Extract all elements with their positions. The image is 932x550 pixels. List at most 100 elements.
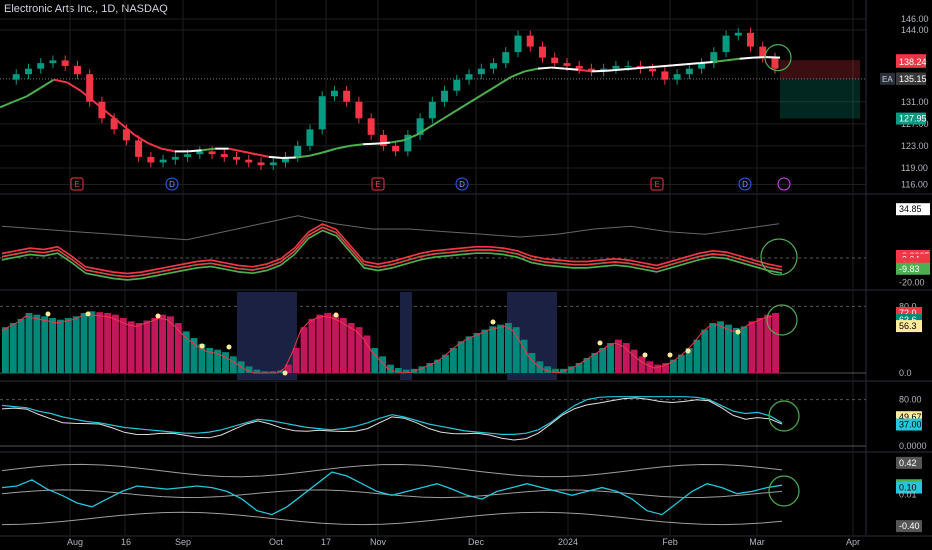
oscillator-tick-label: 0.0000 (899, 441, 927, 451)
histogram-bar (57, 319, 64, 373)
candle-body (685, 68, 693, 75)
histogram-bar (544, 366, 552, 373)
histogram-bar (379, 356, 387, 373)
histogram-bar (214, 349, 222, 373)
histogram-bar (402, 369, 410, 373)
histogram-bar (449, 348, 457, 373)
price-label: 138.24 (899, 57, 927, 67)
histogram-bar (277, 370, 284, 373)
moving-average-segment (429, 117, 445, 128)
signal-dot (667, 352, 673, 358)
candle-body (661, 71, 669, 80)
earnings-marker (70, 177, 84, 191)
moving-average-segment (295, 154, 310, 159)
moving-average-segment (161, 147, 176, 153)
dividend-marker (455, 177, 469, 191)
histogram-bar (355, 327, 363, 373)
histogram-bar (426, 363, 434, 373)
candle-body (98, 101, 106, 119)
histogram-bar (88, 311, 96, 373)
moving-average-segment (336, 144, 350, 150)
signal-line (1, 314, 773, 374)
signal-dot (85, 311, 91, 317)
signal-dot (333, 312, 339, 318)
histogram-bar (701, 329, 709, 373)
indicator-label-box (896, 203, 930, 216)
moving-average-segment (53, 78, 68, 84)
moving-average-segment (618, 67, 633, 71)
histogram-bar (25, 313, 33, 373)
histogram-bar (567, 366, 575, 373)
candle-body (526, 35, 534, 47)
histogram-bar (253, 369, 261, 373)
x-axis-label: 17 (321, 537, 331, 547)
candle-body (233, 156, 241, 160)
moving-average-segment (80, 89, 95, 103)
histogram-bar (33, 314, 41, 373)
moving-average-segment (228, 147, 243, 153)
candle-body (37, 63, 45, 69)
moving-average-segment (699, 61, 713, 65)
moving-average-segment (376, 141, 391, 145)
moving-average-segment (133, 133, 149, 144)
histogram-bar (182, 331, 190, 373)
histogram-tick-label: 80.0 (899, 301, 917, 311)
histogram-bar (497, 324, 504, 373)
smoothed-line (1, 397, 783, 441)
candle-body (710, 52, 718, 64)
histogram-bar (685, 348, 693, 373)
histogram-bar (709, 323, 717, 373)
candle-body (294, 145, 302, 157)
candle-body (392, 145, 400, 152)
histogram-bar (732, 328, 740, 373)
signal-dot (282, 370, 288, 376)
histogram-bar (764, 314, 772, 373)
event-marker-label: D (742, 180, 748, 189)
histogram-bar (64, 318, 72, 373)
histogram-bar (387, 364, 394, 373)
histogram-bar (614, 339, 622, 373)
moving-average-segment (0, 100, 14, 109)
moving-average-segment (349, 143, 364, 147)
histogram-bar (316, 314, 324, 373)
chart-title: Electronic Arts Inc., 1D, NASDAQ (4, 3, 168, 15)
moving-average-segment (497, 76, 512, 87)
histogram-bar (654, 364, 662, 373)
signal-dot (155, 313, 161, 319)
x-axis-label: 2024 (558, 537, 578, 547)
moving-average-segment (403, 133, 418, 142)
histogram-bar (49, 318, 57, 373)
moving-average-segment (416, 125, 431, 136)
moving-average-segment (591, 69, 606, 73)
price-label-box (896, 72, 926, 85)
histogram-bar (143, 320, 151, 373)
candle-body (122, 129, 130, 141)
highlight-circle (764, 44, 792, 72)
candle-body (73, 65, 81, 75)
histogram-bar (748, 321, 756, 373)
signal-dot (685, 348, 691, 354)
histogram-bar (127, 321, 135, 373)
histogram-bar (9, 323, 17, 373)
moving-average-segment (188, 149, 202, 153)
histogram-bar (104, 313, 112, 373)
oscillator-line (1, 223, 783, 275)
histogram-bar (167, 316, 174, 373)
earnings-marker (371, 177, 385, 191)
moving-average-segment (26, 87, 41, 98)
moving-average-segment (766, 56, 781, 59)
x-axis-label: Apr (846, 537, 860, 547)
histogram-bar (72, 316, 80, 373)
band-label: 0.10 (899, 483, 917, 493)
symbol-tag: EA (882, 75, 893, 84)
histogram-bar (222, 352, 229, 373)
histogram-bar (174, 323, 182, 373)
candle-body (61, 60, 69, 66)
oscillator-label: 49.67 (899, 412, 922, 422)
candle-body (416, 118, 424, 135)
candle-body (367, 118, 375, 135)
moving-average-segment (605, 68, 619, 72)
candle-body (734, 32, 742, 36)
